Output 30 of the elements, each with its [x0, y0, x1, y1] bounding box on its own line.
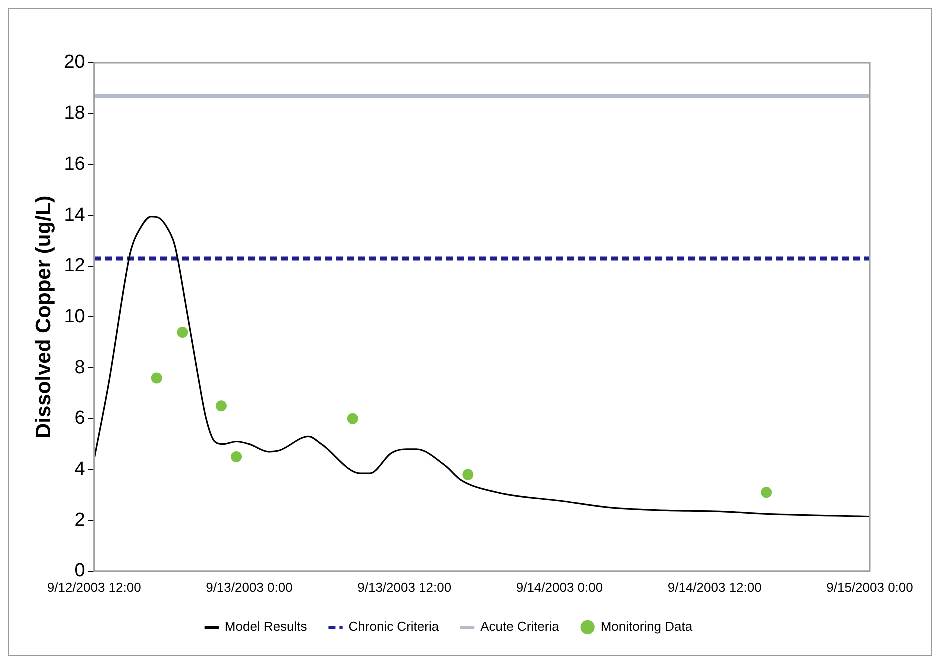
point — [231, 452, 242, 463]
legend-label: Chronic Criteria — [348, 619, 440, 634]
x-tick-label: 9/14/2003 12:00 — [668, 580, 762, 595]
legend-label: Acute Criteria — [480, 619, 560, 634]
y-tick-label: 16 — [64, 154, 86, 175]
x-tick-label: 9/12/2003 12:00 — [47, 580, 142, 595]
legend-label: Monitoring Data — [600, 619, 694, 634]
y-tick-label: 8 — [74, 357, 86, 378]
point — [347, 413, 358, 424]
point — [216, 400, 227, 412]
y-tick-label: 0 — [74, 560, 86, 582]
legend-label: Model Results — [224, 619, 308, 634]
point — [462, 469, 474, 480]
y-tick-label: 10 — [64, 306, 86, 328]
y-tick-label: 2 — [74, 510, 86, 531]
x-tick-label: 9/13/2003 12:00 — [358, 580, 452, 595]
x-tick-label: 9/15/2003 0:00 — [826, 580, 914, 595]
y-tick-label: 14 — [64, 204, 86, 226]
y-tick-label: 18 — [64, 103, 86, 124]
point — [761, 487, 772, 498]
line-series — [94, 216, 870, 518]
point — [177, 326, 188, 338]
x-tick-label: 9/13/2003 0:00 — [206, 580, 293, 595]
y-tick-label: 6 — [74, 408, 86, 430]
y-tick-label: 20 — [64, 52, 86, 74]
x-tick-label: 9/14/2003 0:00 — [516, 580, 604, 595]
point — [151, 372, 162, 384]
y-tick-label: 12 — [64, 256, 86, 277]
y-axis-title: Dissolved Copper (ug/L) — [32, 196, 56, 439]
y-tick-label: 4 — [74, 458, 86, 480]
